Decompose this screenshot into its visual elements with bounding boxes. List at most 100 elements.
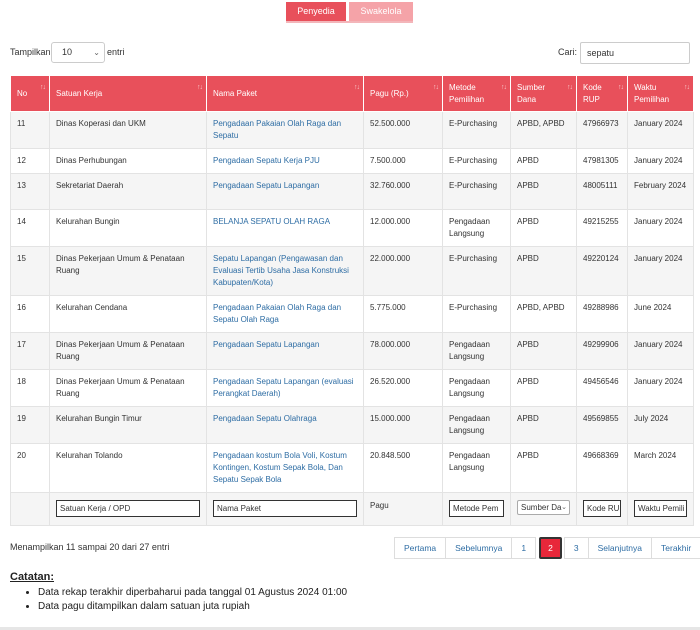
tab-bar: Penyedia Swakelola: [0, 2, 700, 23]
cell-kode: 47966973: [576, 111, 628, 149]
page-3-button[interactable]: 3: [563, 537, 589, 559]
cell-metode: Pengadaan Langsung: [442, 209, 511, 247]
page-2-button[interactable]: 2: [539, 537, 562, 559]
sort-icon: ↑↓: [433, 84, 439, 91]
cell-sumber: APBD: [510, 369, 577, 407]
filter-cell-sumber: Sumber Da ⌄: [510, 492, 577, 526]
cell-metode: Pengadaan Langsung: [442, 332, 511, 370]
cell-paket[interactable]: Pengadaan Sepatu Lapangan: [206, 173, 364, 210]
filter-paket-input[interactable]: Nama Paket: [213, 500, 357, 517]
cell-paket[interactable]: Pengadaan kostum Bola Voli, Kostum Konti…: [206, 443, 364, 493]
page-last-button[interactable]: Terakhir: [651, 537, 700, 559]
tab-swakelola[interactable]: Swakelola: [349, 2, 413, 21]
col-header-kode[interactable]: Kode RUP ↑↓: [576, 75, 628, 112]
table-row: 19 Kelurahan Bungin Timur Pengadaan Sepatu…: [10, 406, 694, 444]
cell-waktu: January 2024: [627, 111, 694, 149]
cell-sumber: APBD: [510, 148, 577, 174]
cell-pagu: 7.500.000: [363, 148, 443, 174]
cell-satker: Kelurahan Bungin: [49, 209, 207, 247]
cell-waktu: January 2024: [627, 148, 694, 174]
col-header-paket[interactable]: Nama Paket ↑↓: [206, 75, 364, 112]
cell-paket[interactable]: Sepatu Lapangan (Pengawasan dan Evaluasi…: [206, 246, 364, 296]
page-prev-button[interactable]: Sebelumnya: [445, 537, 513, 559]
cell-no: 11: [10, 111, 50, 149]
cell-metode: E-Purchasing: [442, 148, 511, 174]
cell-paket[interactable]: Pengadaan Sepatu Kerja PJU: [206, 148, 364, 174]
page-next-button[interactable]: Selanjutnya: [587, 537, 653, 559]
cell-waktu: January 2024: [627, 246, 694, 296]
rup-table: No ↑↓ Satuan Kerja ↑↓ Nama Paket ↑↓ Pagu (R…: [10, 75, 694, 526]
cell-paket[interactable]: Pengadaan Pakaian Olah Raga dan Sepatu: [206, 111, 364, 149]
cell-satker: Sekretariat Daerah: [49, 173, 207, 210]
cell-kode: 49569855: [576, 406, 628, 444]
cell-satker: Dinas Koperasi dan UKM: [49, 111, 207, 149]
cell-satker: Dinas Pekerjaan Umum & Penataan Ruang: [49, 332, 207, 370]
cell-sumber: APBD: [510, 209, 577, 247]
col-header-pagu[interactable]: Pagu (Rp.) ↑↓: [363, 75, 443, 112]
cell-paket[interactable]: Pengadaan Sepatu Olahraga: [206, 406, 364, 444]
sort-icon: ↑↓: [354, 84, 360, 91]
sort-icon: ↑↓: [501, 84, 507, 91]
col-header-sumber[interactable]: Sumber Dana ↑↓: [510, 75, 577, 112]
pagination: Pertama Sebelumnya 1 2 3 Selanjutnya Ter…: [394, 537, 700, 559]
table-row: 17 Dinas Pekerjaan Umum & Penataan Ruang P…: [10, 332, 694, 370]
table-row: 16 Kelurahan Cendana Pengadaan Pakaian Ola…: [10, 295, 694, 333]
cell-kode: 49299906: [576, 332, 628, 370]
cell-waktu: January 2024: [627, 332, 694, 370]
length-suffix: entri: [107, 47, 125, 57]
col-header-satker[interactable]: Satuan Kerja ↑↓: [49, 75, 207, 112]
notes-title: Catatan:: [10, 571, 55, 583]
cell-metode: Pengadaan Langsung: [442, 369, 511, 407]
sort-icon: ↑↓: [40, 84, 46, 91]
filter-cell-kode: Kode RU: [576, 492, 628, 526]
cell-metode: E-Purchasing: [442, 246, 511, 296]
tab-penyedia[interactable]: Penyedia: [286, 2, 346, 21]
cell-metode: Pengadaan Langsung: [442, 443, 511, 493]
cell-paket[interactable]: Pengadaan Sepatu Lapangan (evaluasi Pera…: [206, 369, 364, 407]
cell-kode: 48005111: [576, 173, 628, 210]
filter-satker-input[interactable]: Satuan Kerja / OPD: [56, 500, 200, 517]
cell-waktu: March 2024: [627, 443, 694, 493]
filter-cell-satker: Satuan Kerja / OPD: [49, 492, 207, 526]
table-row: 13 Sekretariat Daerah Pengadaan Sepatu Lap…: [10, 173, 694, 210]
table-row: 20 Kelurahan Tolando Pengadaan kostum Bola…: [10, 443, 694, 493]
cell-pagu: 32.760.000: [363, 173, 443, 210]
col-header-no[interactable]: No ↑↓: [10, 75, 50, 112]
cell-satker: Kelurahan Tolando: [49, 443, 207, 493]
filter-kode-input[interactable]: Kode RU: [583, 500, 621, 517]
length-value: 10: [62, 47, 73, 57]
col-header-metode[interactable]: Metode Pemilihan ↑↓: [442, 75, 511, 112]
col-header-waktu[interactable]: Waktu Pemilihan ↑↓: [627, 75, 694, 112]
cell-no: 20: [10, 443, 50, 493]
filter-waktu-input[interactable]: Waktu Pemili: [634, 500, 687, 517]
table-row: 11 Dinas Koperasi dan UKM Pengadaan Pakaia…: [10, 111, 694, 149]
cell-sumber: APBD: [510, 246, 577, 296]
filter-metode-input[interactable]: Metode Pem: [449, 500, 504, 517]
search-input[interactable]: [580, 42, 690, 64]
cell-waktu: January 2024: [627, 209, 694, 247]
cell-satker: Dinas Pekerjaan Umum & Penataan Ruang: [49, 369, 207, 407]
sort-icon: ↑↓: [197, 84, 203, 91]
cell-kode: 49215255: [576, 209, 628, 247]
cell-no: 13: [10, 173, 50, 210]
table-header-row: No ↑↓ Satuan Kerja ↑↓ Nama Paket ↑↓ Pagu (R…: [10, 75, 694, 112]
cell-paket[interactable]: Pengadaan Pakaian Olah Raga dan Sepatu O…: [206, 295, 364, 333]
table-row: 14 Kelurahan Bungin BELANJA SEPATU OLAH RA…: [10, 209, 694, 247]
page-first-button[interactable]: Pertama: [394, 537, 447, 559]
cell-kode: 49456546: [576, 369, 628, 407]
cell-satker: Dinas Perhubungan: [49, 148, 207, 174]
cell-kode: 49220124: [576, 246, 628, 296]
filter-sumber-select[interactable]: Sumber Da ⌄: [517, 500, 570, 515]
cell-sumber: APBD: [510, 406, 577, 444]
cell-no: 12: [10, 148, 50, 174]
cell-satker: Kelurahan Bungin Timur: [49, 406, 207, 444]
length-select[interactable]: 10 ⌄: [51, 42, 105, 63]
cell-no: 15: [10, 246, 50, 296]
cell-paket[interactable]: BELANJA SEPATU OLAH RAGA: [206, 209, 364, 247]
cell-no: 18: [10, 369, 50, 407]
cell-pagu: 22.000.000: [363, 246, 443, 296]
cell-pagu: 20.848.500: [363, 443, 443, 493]
filter-sumber-value: Sumber Da: [521, 503, 562, 512]
cell-paket[interactable]: Pengadaan Sepatu Lapangan: [206, 332, 364, 370]
page-1-button[interactable]: 1: [511, 537, 537, 559]
